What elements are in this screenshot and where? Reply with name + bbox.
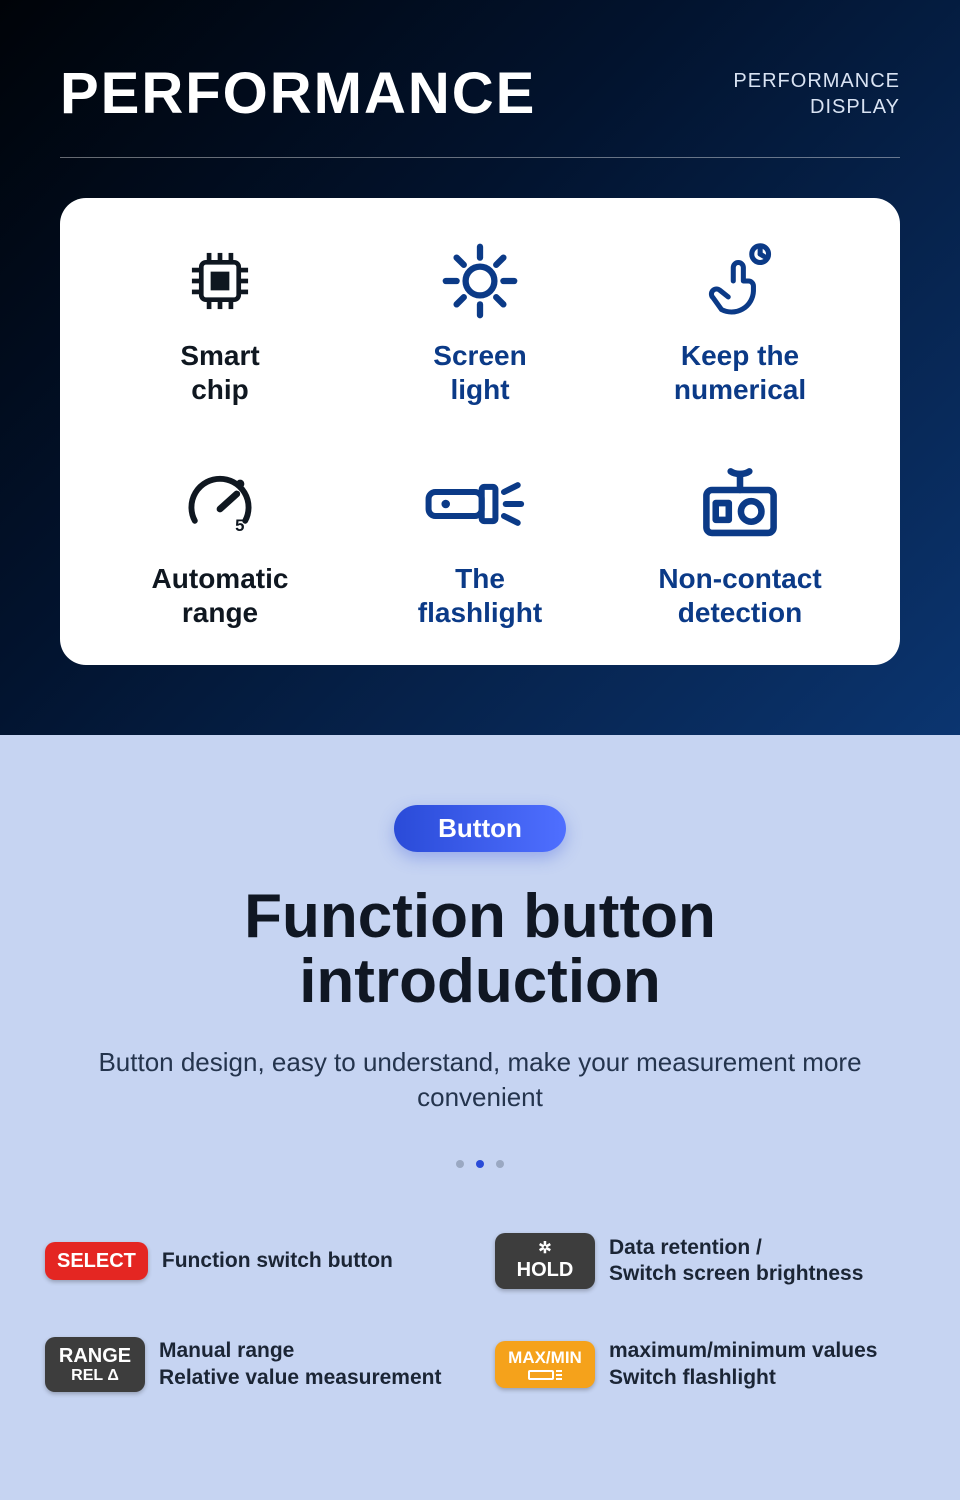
gear-icon: ✲	[538, 1241, 551, 1257]
hand-tap-icon	[610, 238, 870, 323]
feature-flashlight: The flashlight	[350, 461, 610, 629]
button-row-select: SELECT Function switch button	[45, 1233, 465, 1289]
dot[interactable]	[496, 1160, 504, 1168]
feature-automatic-range: 5 Automatic range	[90, 461, 350, 629]
radio-icon	[610, 461, 870, 546]
performance-panel: PERFORMANCE PERFORMANCE DISPLAY Smart ch	[0, 0, 960, 735]
feature-label: Smart chip	[90, 339, 350, 406]
buttons-grid: SELECT Function switch button ✲ HOLD Dat…	[45, 1233, 915, 1393]
button-desc: Manual rangeRelative value measurement	[159, 1338, 441, 1391]
feature-non-contact: Non-contact detection	[610, 461, 870, 629]
feature-label: Keep the numerical	[610, 339, 870, 406]
button-desc: Function switch button	[162, 1248, 393, 1274]
header-row: PERFORMANCE PERFORMANCE DISPLAY	[60, 60, 900, 158]
button-row-hold: ✲ HOLD Data retention /Switch screen bri…	[495, 1233, 915, 1289]
dot-active[interactable]	[476, 1160, 484, 1168]
button-desc: Data retention /Switch screen brightness	[609, 1235, 863, 1288]
section-subtitle: Button design, easy to understand, make …	[45, 1045, 915, 1115]
gauge-icon: 5	[90, 461, 350, 546]
subtitle-line2: DISPLAY	[810, 96, 900, 118]
feature-label: Non-contact detection	[610, 562, 870, 629]
dot[interactable]	[456, 1160, 464, 1168]
range-badge: RANGE REL Δ	[45, 1337, 145, 1393]
performance-title: PERFORMANCE	[60, 60, 536, 127]
feature-label: Automatic range	[90, 562, 350, 629]
chip-icon	[90, 238, 350, 323]
maxmin-badge: MAX/MIN	[495, 1341, 595, 1389]
button-desc: maximum/minimum valuesSwitch flashlight	[609, 1338, 877, 1391]
performance-subtitle: PERFORMANCE DISPLAY	[733, 68, 900, 120]
subtitle-line1: PERFORMANCE	[733, 70, 900, 92]
button-row-range: RANGE REL Δ Manual rangeRelative value m…	[45, 1337, 465, 1393]
feature-keep-numerical: Keep the numerical	[610, 238, 870, 406]
select-badge: SELECT	[45, 1242, 148, 1280]
sun-icon	[350, 238, 610, 323]
feature-label: The flashlight	[350, 562, 610, 629]
hold-badge: ✲ HOLD	[495, 1233, 595, 1289]
flashlight-mini-icon	[528, 1370, 562, 1380]
feature-screen-light: Screen light	[350, 238, 610, 406]
button-row-maxmin: MAX/MIN maximum/minimum valuesSwitch fla…	[495, 1337, 915, 1393]
svg-text:5: 5	[235, 516, 244, 535]
carousel-dots	[45, 1155, 915, 1173]
button-pill: Button	[394, 805, 566, 852]
feature-smart-chip: Smart chip	[90, 238, 350, 406]
feature-label: Screen light	[350, 339, 610, 406]
button-intro-section: Button Function button introduction Butt…	[0, 735, 960, 1447]
section-title: Function button introduction	[45, 884, 915, 1014]
feature-card: Smart chip Screen light	[60, 198, 900, 665]
flashlight-icon	[350, 461, 610, 546]
